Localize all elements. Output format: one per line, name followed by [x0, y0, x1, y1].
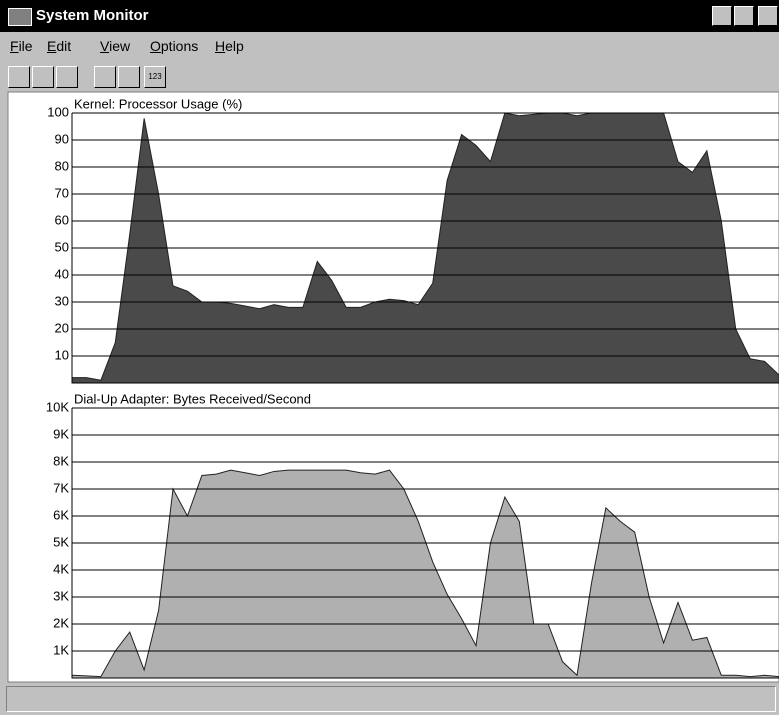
y-tick-label: 30 [55, 293, 69, 308]
y-tick-label: 5K [53, 534, 69, 549]
chart-title: Dial-Up Adapter: Bytes Received/Second [74, 391, 311, 406]
charts: 10 20 30 40 50 60 70 80 90 100 Kernel: Processor U… [0, 0, 779, 684]
y-tick-label: 20 [55, 320, 69, 335]
window: System Monitor File Edit View Options He… [0, 0, 779, 715]
y-tick-label: 90 [55, 131, 69, 146]
y-tick-label: 60 [55, 212, 69, 227]
y-tick-label: 9K [53, 426, 69, 441]
y-tick-label: 8K [53, 453, 69, 468]
y-tick-label: 1K [53, 642, 69, 657]
y-tick-label: 100 [47, 104, 69, 119]
y-tick-label: 50 [55, 239, 69, 254]
status-bar [6, 686, 776, 712]
y-tick-label: 7K [53, 480, 69, 495]
y-tick-label: 2K [53, 615, 69, 630]
y-tick-label: 4K [53, 561, 69, 576]
y-tick-label: 10K [46, 399, 69, 414]
y-tick-label: 3K [53, 588, 69, 603]
chart-title: Kernel: Processor Usage (%) [74, 96, 242, 111]
y-tick-label: 40 [55, 266, 69, 281]
y-tick-label: 6K [53, 507, 69, 522]
y-tick-label: 80 [55, 158, 69, 173]
y-tick-label: 10 [55, 347, 69, 362]
y-tick-label: 70 [55, 185, 69, 200]
